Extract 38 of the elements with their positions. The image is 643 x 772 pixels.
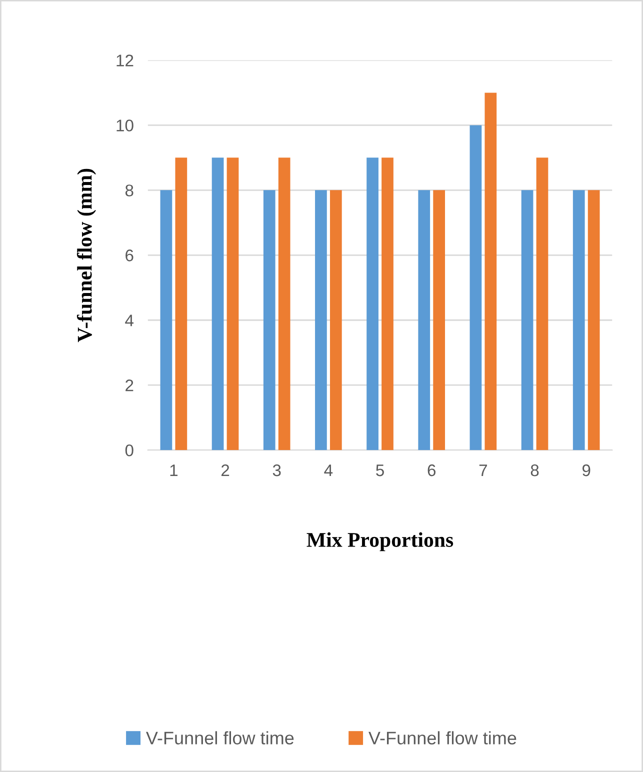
y-tick-label: 8: [125, 184, 134, 196]
y-tick-label: 0: [125, 444, 134, 456]
x-tick-label: 5: [376, 464, 384, 476]
bar: [470, 125, 482, 450]
bar: [212, 158, 224, 450]
x-tick-label: 9: [582, 464, 590, 476]
y-tick-label: 6: [126, 250, 134, 262]
bar: [330, 190, 342, 450]
y-tick-label: 10: [116, 120, 134, 132]
bar: [484, 92, 497, 450]
bar: [572, 190, 585, 450]
bar: [278, 158, 290, 450]
bar: [382, 158, 394, 450]
y-tick-label: 4: [125, 314, 134, 326]
x-tick-label: 3: [272, 464, 281, 476]
bar: [588, 190, 600, 450]
x-tick-label: 1: [170, 464, 178, 476]
bar: [433, 190, 446, 450]
bar: [536, 158, 548, 450]
x-tick-label: 2: [221, 464, 230, 476]
bar: [418, 190, 430, 450]
bar: [160, 190, 172, 450]
bar: [175, 158, 188, 450]
legend-label: V-Funnel flow time: [146, 731, 294, 744]
x-tick-label: 4: [324, 464, 333, 476]
y-tick-label: 2: [126, 380, 134, 392]
bar: [263, 190, 276, 450]
bar: [226, 158, 239, 450]
y-axis-title: V-funnel flow (mm): [76, 168, 96, 342]
bar: [366, 158, 378, 450]
x-tick-label: 6: [428, 464, 436, 476]
bar: [315, 190, 327, 450]
y-tick-label: 12: [116, 54, 134, 66]
x-axis-title: Mix Proportions: [306, 532, 454, 552]
x-tick-label: 7: [479, 464, 487, 476]
legend-label: V-Funnel flow time: [368, 731, 516, 744]
x-tick-label: 8: [530, 464, 539, 476]
bar: [521, 190, 534, 450]
